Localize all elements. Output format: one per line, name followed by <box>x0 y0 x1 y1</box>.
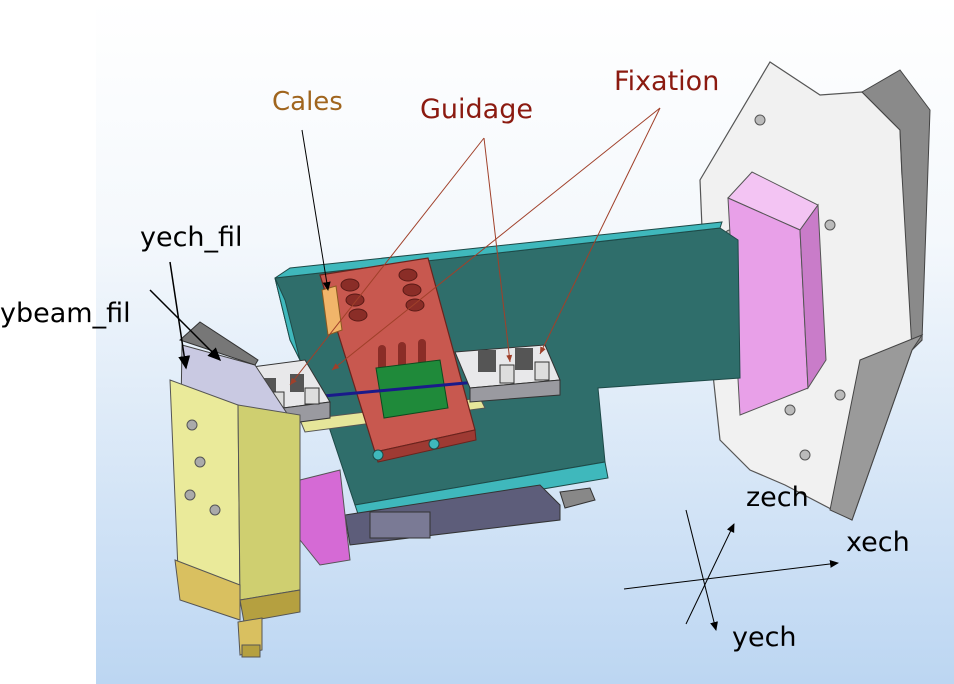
cales-label: Cales <box>272 87 343 117</box>
leader-lines <box>289 107 661 386</box>
ybeam-fil-arrow <box>149 289 222 362</box>
left-module <box>169 321 301 658</box>
ybeam-fil-label: ybeam_fil <box>0 298 131 329</box>
underside-module <box>344 484 596 546</box>
clamp-block-right <box>454 344 561 403</box>
cales-shim <box>321 285 343 336</box>
yech-label: yech <box>732 622 797 653</box>
yech-fil-label: yech_fil <box>140 222 243 253</box>
xech-label: xech <box>846 527 910 558</box>
guidage-label: Guidage <box>420 94 533 125</box>
coordinate-axes <box>623 509 839 631</box>
yech-fil-arrow <box>169 261 191 370</box>
zech-label: zech <box>746 482 809 513</box>
pink-block-right <box>727 171 827 416</box>
fixation-label: Fixation <box>614 66 719 97</box>
